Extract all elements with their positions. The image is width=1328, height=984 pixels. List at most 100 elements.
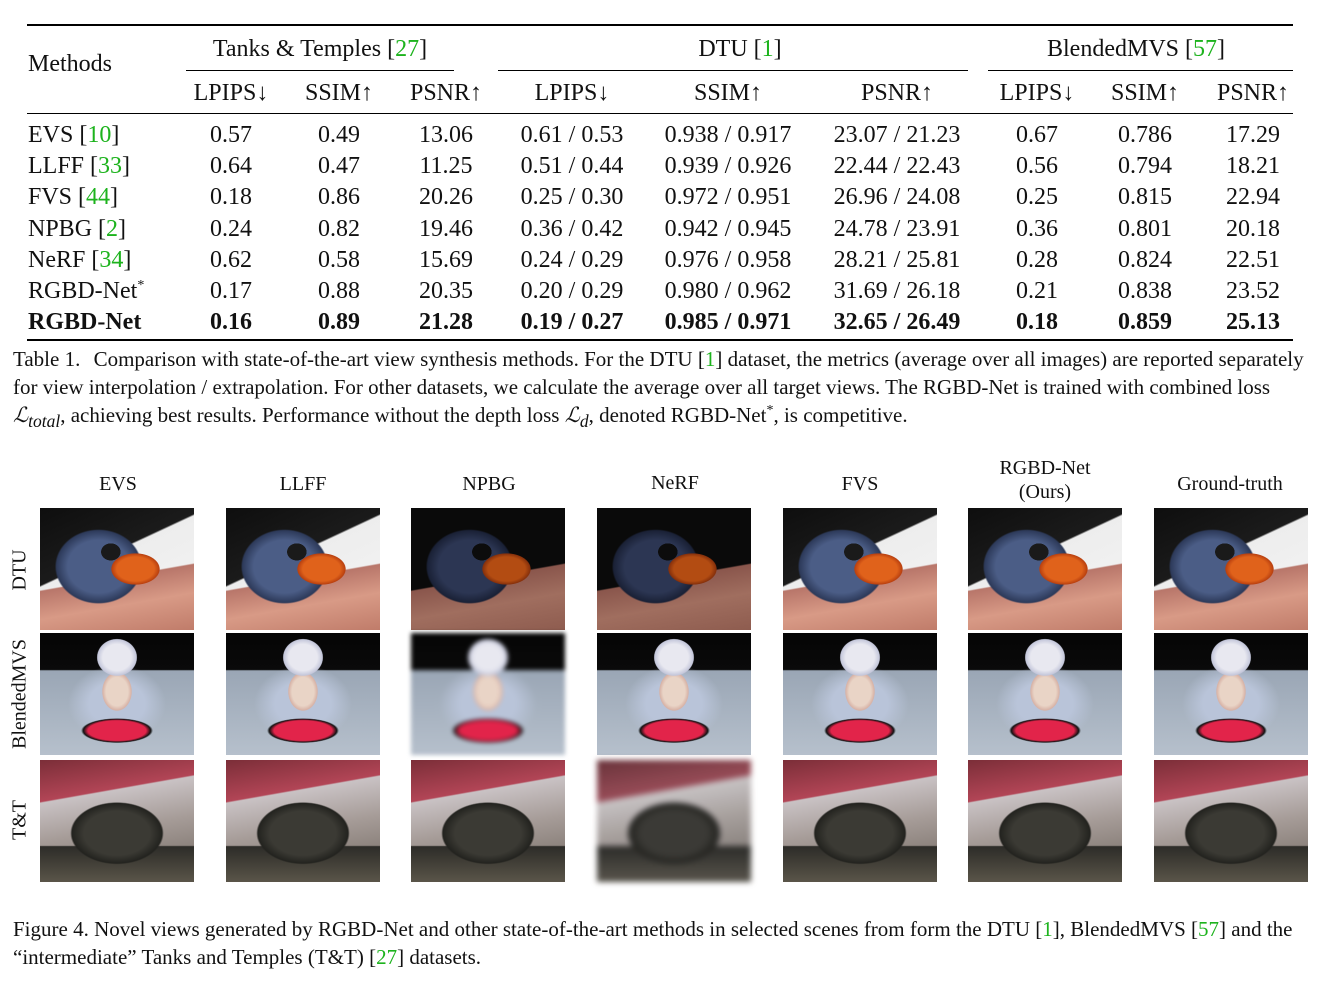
table-cell: 17.29 (1226, 122, 1280, 148)
table-cell: 22.44 / 22.43 (833, 153, 961, 180)
table-cell: 0.985 / 0.971 (664, 309, 792, 336)
table-cell: 32.65 / 26.49 (833, 309, 961, 336)
table-cell: 0.36 (1016, 215, 1058, 242)
image-blendedmvs-ground-truth (1154, 633, 1308, 755)
image-dtu-llff (226, 508, 380, 630)
table-cell: 0.57 (210, 122, 252, 148)
table-cell: 0.25 (1016, 184, 1058, 211)
table-cell: 0.939 / 0.926 (664, 153, 792, 180)
table-cell: 0.972 / 0.951 (664, 184, 792, 211)
table-cell: 28.21 / 25.81 (833, 246, 961, 273)
table-cell: 0.64 (210, 153, 252, 180)
table-cell: 0.20 / 0.29 (520, 278, 624, 304)
table-cell: 0.86 (318, 184, 360, 211)
table-cell: 0.24 (210, 215, 252, 242)
metric-header: LPIPS↓ (534, 80, 610, 106)
table-cell: 21.28 (419, 309, 473, 336)
image-dtu-nerf (597, 508, 751, 630)
image-dtu-npbg (411, 508, 565, 630)
image-dtu-fvs (783, 508, 937, 630)
image-tt-llff (226, 760, 380, 882)
table-row-method: RGBD-Net* (28, 278, 145, 304)
table-cell: 25.13 (1226, 309, 1280, 336)
image-tt-npbg (411, 760, 565, 882)
image-tt-nerf (597, 760, 751, 882)
row-label-blendedmvs: BlendedMVS (8, 639, 31, 749)
table-cell: 15.69 (419, 246, 473, 273)
column-label-nerf: NeRF (651, 472, 699, 494)
table-cell: 0.17 (210, 278, 252, 304)
table-cell: 0.976 / 0.958 (664, 246, 792, 273)
table-cell: 13.06 (419, 122, 473, 148)
table-top-rule (27, 24, 1293, 26)
table-cell: 0.18 (210, 184, 252, 211)
image-blendedmvs-rgbd-net (968, 633, 1122, 755)
table-cell: 0.67 (1016, 122, 1058, 148)
table-cell: 18.21 (1226, 153, 1280, 180)
table-cell: 0.938 / 0.917 (664, 122, 792, 148)
table-cell: 0.786 (1118, 122, 1172, 148)
image-tt-ground-truth (1154, 760, 1308, 882)
image-dtu-rgbd-net (968, 508, 1122, 630)
image-dtu-evs (40, 508, 194, 630)
column-label-fvs: FVS (841, 473, 879, 495)
table-row-method: NeRF [34] (28, 246, 132, 273)
table-cell: 0.859 (1118, 309, 1172, 336)
table-cell: 0.61 / 0.53 (520, 122, 624, 148)
group-header-dtu: DTU [1] (698, 36, 782, 62)
table-cell: 0.815 (1118, 184, 1172, 211)
column-label-npbg: NPBG (462, 473, 516, 495)
metric-header: SSIM↑ (693, 80, 763, 106)
table-cell: 24.78 / 23.91 (833, 215, 961, 242)
table-cell: 0.51 / 0.44 (520, 153, 624, 180)
column-label-ground-truth: Ground-truth (1177, 473, 1283, 495)
metric-header: PSNR↑ (860, 80, 934, 106)
table-cell: 26.96 / 24.08 (833, 184, 961, 211)
table-cell: 31.69 / 26.18 (833, 278, 961, 304)
column-label-llff: LLFF (279, 473, 327, 495)
image-blendedmvs-nerf (597, 633, 751, 755)
table-row-method: EVS [10] (28, 122, 120, 148)
table-bottom-rule (27, 339, 1293, 341)
table-row-method: NPBG [2] (28, 215, 127, 242)
table-cell: 0.801 (1118, 215, 1172, 242)
table-cell: 0.942 / 0.945 (664, 215, 792, 242)
table-row-method: FVS [44] (28, 184, 119, 211)
table-cell: 0.980 / 0.962 (664, 278, 792, 304)
metric-header: LPIPS↓ (999, 80, 1075, 106)
table-cell: 20.26 (419, 184, 473, 211)
table-row-method: RGBD-Net (28, 309, 142, 336)
table-cell: 0.24 / 0.29 (520, 246, 624, 273)
column-label-rgbd-net: RGBD-Net (Ours) (999, 457, 1091, 503)
table-cell: 0.838 (1118, 278, 1172, 304)
methods-header: Methods (28, 51, 112, 77)
table-cell: 0.89 (318, 309, 360, 336)
table-cell: 0.58 (318, 246, 360, 273)
table-cell: 0.824 (1118, 246, 1172, 273)
table-cell: 0.16 (210, 309, 252, 336)
table-cell: 0.794 (1118, 153, 1172, 180)
image-tt-fvs (783, 760, 937, 882)
group-header-blendedmvs: BlendedMVS [57] (1047, 36, 1225, 62)
table-cell: 0.56 (1016, 153, 1058, 180)
table-cell: 20.35 (419, 278, 473, 304)
row-label-dtu: DTU (8, 549, 31, 591)
column-label-evs: EVS (99, 473, 137, 495)
table-row-method: LLFF [33] (28, 153, 131, 180)
table-cell: 0.36 / 0.42 (520, 215, 624, 242)
table-cell: 22.51 (1226, 246, 1280, 273)
image-blendedmvs-fvs (783, 633, 937, 755)
table-cell: 0.82 (318, 215, 360, 242)
table-cell: 0.18 (1016, 309, 1058, 336)
table-cell: 20.18 (1226, 215, 1280, 242)
table-cell: 11.25 (419, 153, 473, 180)
image-blendedmvs-llff (226, 633, 380, 755)
figure-caption: Figure 4. Novel views generated by RGBD-… (13, 917, 1293, 969)
table-cell: 0.25 / 0.30 (520, 184, 624, 211)
table-header-rule (27, 113, 1293, 114)
table-cell: 0.88 (318, 278, 360, 304)
table-cell: 22.94 (1226, 184, 1280, 211)
table-cell: 0.21 (1016, 278, 1058, 304)
metric-header: PSNR↑ (409, 80, 483, 106)
metric-header: SSIM↑ (304, 80, 374, 106)
